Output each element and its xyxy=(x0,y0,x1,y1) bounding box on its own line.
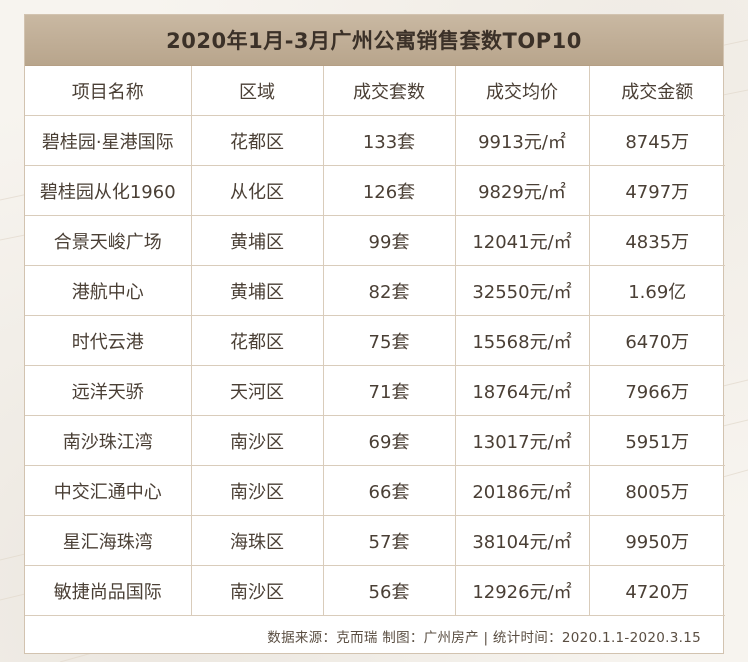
table-row: 星汇海珠湾 海珠区 57套 38104元/㎡ 9950万 xyxy=(25,515,725,566)
table-row: 碧桂园从化1960 从化区 126套 9829元/㎡ 4797万 xyxy=(25,165,725,216)
cell-avg-price: 12041元/㎡ xyxy=(454,215,590,266)
header-project-name: 项目名称 xyxy=(25,66,192,116)
cell-units-sold: 57套 xyxy=(322,515,456,566)
header-units-sold: 成交套数 xyxy=(322,66,456,116)
cell-area: 海珠区 xyxy=(190,515,324,566)
cell-area: 花都区 xyxy=(190,315,324,366)
cell-units-sold: 133套 xyxy=(322,115,456,166)
cell-units-sold: 82套 xyxy=(322,265,456,316)
cell-project-name: 港航中心 xyxy=(25,265,192,316)
table-row: 中交汇通中心 南沙区 66套 20186元/㎡ 8005万 xyxy=(25,465,725,516)
cell-total-amount: 8005万 xyxy=(588,465,725,516)
cell-units-sold: 56套 xyxy=(322,565,456,616)
cell-total-amount: 7966万 xyxy=(588,365,725,416)
cell-project-name: 碧桂园·星港国际 xyxy=(25,115,192,166)
table-row: 碧桂园·星港国际 花都区 133套 9913元/㎡ 8745万 xyxy=(25,115,725,166)
cell-total-amount: 1.69亿 xyxy=(588,265,725,316)
cell-project-name: 南沙珠江湾 xyxy=(25,415,192,466)
cell-avg-price: 13017元/㎡ xyxy=(454,415,590,466)
table-row: 港航中心 黄埔区 82套 32550元/㎡ 1.69亿 xyxy=(25,265,725,316)
cell-project-name: 星汇海珠湾 xyxy=(25,515,192,566)
cell-total-amount: 4797万 xyxy=(588,165,725,216)
table-row: 南沙珠江湾 南沙区 69套 13017元/㎡ 5951万 xyxy=(25,415,725,466)
cell-avg-price: 9913元/㎡ xyxy=(454,115,590,166)
cell-area: 南沙区 xyxy=(190,565,324,616)
cell-project-name: 中交汇通中心 xyxy=(25,465,192,516)
cell-project-name: 合景天峻广场 xyxy=(25,215,192,266)
cell-project-name: 远洋天骄 xyxy=(25,365,192,416)
cell-area: 花都区 xyxy=(190,115,324,166)
table-row: 时代云港 花都区 75套 15568元/㎡ 6470万 xyxy=(25,315,725,366)
cell-total-amount: 6470万 xyxy=(588,315,725,366)
table-row: 敏捷尚品国际 南沙区 56套 12926元/㎡ 4720万 xyxy=(25,565,725,616)
cell-total-amount: 8745万 xyxy=(588,115,725,166)
header-total-amount: 成交金额 xyxy=(588,66,725,116)
cell-project-name: 碧桂园从化1960 xyxy=(25,165,192,216)
footnote-text: 数据来源：克而瑞 制图：广州房产 | 统计时间：2020.1.1-2020.3.… xyxy=(267,630,701,646)
header-row: 项目名称 区域 成交套数 成交均价 成交金额 xyxy=(25,66,725,116)
source-footnote: 数据来源：克而瑞 制图：广州房产 | 统计时间：2020.1.1-2020.3.… xyxy=(25,616,723,656)
cell-area: 天河区 xyxy=(190,365,324,416)
cell-avg-price: 32550元/㎡ xyxy=(454,265,590,316)
cell-area: 南沙区 xyxy=(190,465,324,516)
cell-avg-price: 15568元/㎡ xyxy=(454,315,590,366)
cell-units-sold: 69套 xyxy=(322,415,456,466)
cell-units-sold: 71套 xyxy=(322,365,456,416)
cell-units-sold: 126套 xyxy=(322,165,456,216)
cell-area: 黄埔区 xyxy=(190,265,324,316)
cell-units-sold: 75套 xyxy=(322,315,456,366)
cell-avg-price: 18764元/㎡ xyxy=(454,365,590,416)
cell-avg-price: 12926元/㎡ xyxy=(454,565,590,616)
title-bar: 2020年1月-3月广州公寓销售套数TOP10 xyxy=(25,15,723,66)
cell-total-amount: 4720万 xyxy=(588,565,725,616)
table-title: 2020年1月-3月广州公寓销售套数TOP10 xyxy=(166,29,582,53)
table-card: 2020年1月-3月广州公寓销售套数TOP10 项目名称 区域 成交套数 成交均… xyxy=(24,14,725,656)
cell-units-sold: 99套 xyxy=(322,215,456,266)
cell-avg-price: 9829元/㎡ xyxy=(454,165,590,216)
cell-total-amount: 9950万 xyxy=(588,515,725,566)
cell-total-amount: 5951万 xyxy=(588,415,725,466)
cell-project-name: 时代云港 xyxy=(25,315,192,366)
table-row: 远洋天骄 天河区 71套 18764元/㎡ 7966万 xyxy=(25,365,725,416)
cell-total-amount: 4835万 xyxy=(588,215,725,266)
cell-avg-price: 38104元/㎡ xyxy=(454,515,590,566)
cell-area: 从化区 xyxy=(190,165,324,216)
cell-avg-price: 20186元/㎡ xyxy=(454,465,590,516)
header-area: 区域 xyxy=(190,66,324,116)
cell-project-name: 敏捷尚品国际 xyxy=(25,565,192,616)
sales-table: 项目名称 区域 成交套数 成交均价 成交金额 碧桂园·星港国际 花都区 133套… xyxy=(25,66,725,616)
cell-area: 黄埔区 xyxy=(190,215,324,266)
cell-area: 南沙区 xyxy=(190,415,324,466)
table-row: 合景天峻广场 黄埔区 99套 12041元/㎡ 4835万 xyxy=(25,215,725,266)
header-avg-price: 成交均价 xyxy=(454,66,590,116)
cell-units-sold: 66套 xyxy=(322,465,456,516)
